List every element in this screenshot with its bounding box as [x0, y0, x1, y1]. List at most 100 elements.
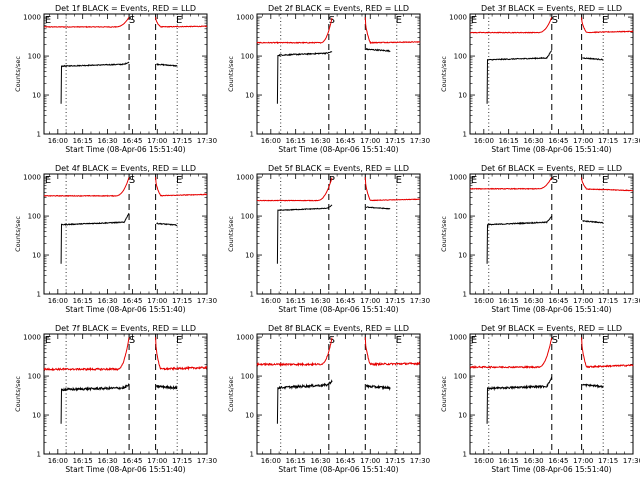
interval-marker: E [396, 335, 402, 346]
x-tick-label: 16:15 [286, 137, 306, 145]
interval-marker: E [602, 175, 608, 186]
events-series-pre-gap [276, 51, 333, 104]
interval-marker: E [602, 335, 608, 346]
y-axis-label: Counts/sec [14, 56, 22, 92]
panel-title: Det 1f BLACK = Events, RED = LLD [55, 4, 196, 13]
x-tick-label: 17:30 [410, 137, 430, 145]
x-axis-label: Start Time (08-Apr-06 15:51:40) [65, 145, 185, 154]
y-tick-label: 100 [241, 213, 254, 221]
y-tick-label: 1 [463, 451, 467, 459]
events-series-pre-gap [276, 204, 333, 264]
x-axis-label: Start Time (08-Apr-06 15:51:40) [65, 465, 185, 474]
detector-panel: Det 8f BLACK = Events, RED = LLD 1 10 100 10… [227, 324, 430, 474]
x-tick-label: 16:15 [73, 137, 93, 145]
y-tick-label: 1 [463, 131, 467, 139]
panel-title: Det 3f BLACK = Events, RED = LLD [481, 4, 622, 13]
x-tick-label: 16:30 [523, 297, 543, 305]
interval-marker: S [552, 335, 558, 346]
y-tick-label: 10 [458, 252, 467, 260]
panel-title: Det 5f BLACK = Events, RED = LLD [268, 164, 409, 173]
y-tick-label: 1000 [449, 334, 467, 342]
x-tick-label: 16:45 [548, 297, 568, 305]
interval-marker: E [45, 335, 51, 346]
plot-frame [256, 173, 421, 295]
x-axis-label: Start Time (08-Apr-06 15:51:40) [278, 145, 398, 154]
x-tick-label: 17:00 [573, 137, 593, 145]
lld-series-pre-gap [43, 177, 130, 198]
x-tick-label: 16:30 [97, 457, 117, 465]
x-tick-label: 17:30 [410, 297, 430, 305]
x-axis-label: Start Time (08-Apr-06 15:51:40) [278, 305, 398, 314]
x-tick-label: 16:30 [310, 137, 330, 145]
detector-panel: Det 6f BLACK = Events, RED = LLD 1 10 100 10… [440, 164, 640, 314]
x-tick-label: 16:15 [286, 457, 306, 465]
events-series-pre-gap [60, 61, 130, 104]
interval-marker: S [552, 175, 558, 186]
x-tick-label: 17:15 [385, 137, 405, 145]
interval-marker: E [471, 175, 477, 186]
events-series-post-gap [155, 384, 178, 391]
x-tick-label: 17:00 [360, 457, 380, 465]
plot-frame [256, 333, 421, 455]
y-tick-label: 10 [245, 92, 254, 100]
panel-title: Det 4f BLACK = Events, RED = LLD [55, 164, 196, 173]
events-series-post-gap [156, 62, 178, 67]
lld-series-pre-gap [469, 337, 553, 370]
y-tick-label: 100 [241, 373, 254, 381]
x-tick-label: 17:00 [573, 297, 593, 305]
y-tick-label: 100 [454, 53, 467, 61]
detector-panel: Det 7f BLACK = Events, RED = LLD 1 10 100 10… [14, 324, 217, 474]
detector-panel: Det 5f BLACK = Events, RED = LLD 1 10 100 10… [227, 164, 430, 314]
lld-series-pre-gap [469, 177, 553, 190]
x-tick-label: 16:15 [499, 137, 519, 145]
x-tick-label: 17:00 [147, 457, 167, 465]
y-tick-label: 1 [37, 291, 41, 299]
plot-frame [43, 173, 208, 295]
y-tick-label: 1000 [23, 174, 41, 182]
events-series-post-gap [581, 383, 604, 389]
y-tick-label: 1 [250, 131, 254, 139]
interval-marker: E [602, 15, 608, 26]
panel-title: Det 6f BLACK = Events, RED = LLD [481, 164, 622, 173]
x-tick-label: 17:15 [598, 297, 618, 305]
x-tick-label: 16:00 [261, 137, 281, 145]
x-tick-label: 17:15 [385, 457, 405, 465]
x-axis-label: Start Time (08-Apr-06 15:51:40) [491, 465, 611, 474]
x-tick-label: 17:15 [385, 297, 405, 305]
events-series-post-gap [582, 57, 604, 61]
lld-series-post-gap [581, 337, 634, 369]
lld-series-post-gap [581, 177, 634, 192]
interval-marker: E [45, 175, 51, 186]
panel-title: Det 9f BLACK = Events, RED = LLD [481, 324, 622, 333]
x-axis-label: Start Time (08-Apr-06 15:51:40) [491, 305, 611, 314]
x-tick-label: 16:45 [122, 137, 142, 145]
x-tick-label: 17:15 [172, 137, 192, 145]
y-tick-label: 1 [250, 291, 254, 299]
y-tick-label: 1 [463, 291, 467, 299]
lld-series-pre-gap [469, 17, 553, 34]
lld-series-post-gap [155, 17, 208, 28]
x-tick-label: 16:30 [523, 457, 543, 465]
x-tick-label: 17:30 [197, 457, 217, 465]
x-tick-label: 16:00 [474, 297, 494, 305]
interval-marker: S [129, 175, 135, 186]
y-tick-label: 100 [28, 373, 41, 381]
y-axis-label: Counts/sec [440, 56, 448, 92]
y-tick-label: 10 [32, 252, 41, 260]
interval-marker: E [45, 15, 51, 26]
interval-marker: E [176, 335, 182, 346]
x-tick-label: 16:00 [261, 457, 281, 465]
events-series-post-gap [365, 383, 391, 391]
x-tick-label: 16:45 [335, 297, 355, 305]
x-tick-label: 16:30 [97, 297, 117, 305]
x-tick-label: 16:00 [474, 137, 494, 145]
x-tick-label: 16:30 [523, 137, 543, 145]
x-tick-label: 17:00 [147, 137, 167, 145]
x-tick-label: 17:30 [623, 137, 640, 145]
lld-series-pre-gap [43, 17, 130, 28]
y-tick-label: 10 [458, 92, 467, 100]
y-tick-label: 1000 [449, 14, 467, 22]
y-tick-label: 1 [250, 451, 254, 459]
panel-title: Det 2f BLACK = Events, RED = LLD [268, 4, 409, 13]
y-tick-label: 1000 [236, 334, 254, 342]
